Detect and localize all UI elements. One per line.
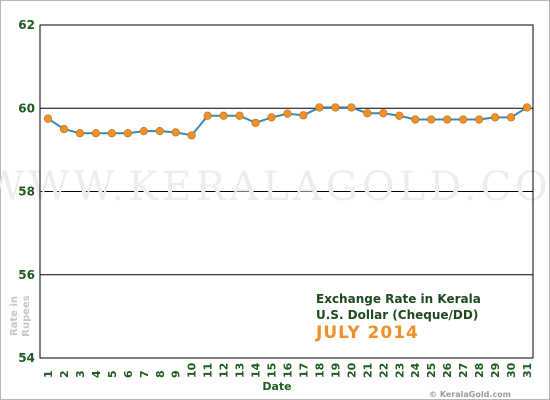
x-tick-label: 27 <box>457 363 470 378</box>
y-tick-label: 58 <box>18 185 35 199</box>
data-point <box>490 113 500 122</box>
data-point <box>283 109 292 118</box>
data-point <box>203 111 212 120</box>
x-tick-label: 7 <box>138 370 151 378</box>
x-tick-label: 18 <box>313 363 326 378</box>
data-point <box>506 113 516 122</box>
y-axis-label-line1: Rate in <box>9 296 20 336</box>
x-tick-label: 4 <box>90 370 103 378</box>
x-tick-label: 17 <box>297 363 310 378</box>
x-tick-label: 30 <box>505 362 518 378</box>
x-tick-label: 21 <box>361 363 374 378</box>
data-point <box>235 111 244 120</box>
x-tick-label: 3 <box>74 370 87 378</box>
data-point <box>522 103 532 112</box>
data-point <box>267 113 276 122</box>
data-point <box>171 128 180 137</box>
x-tick-label: 9 <box>170 370 183 378</box>
x-tick-label: 15 <box>266 363 279 378</box>
x-tick-label: 28 <box>473 363 486 378</box>
credit-text: © KeralaGold.com <box>429 390 511 399</box>
data-point <box>219 111 228 120</box>
x-axis-label: Date <box>262 380 291 393</box>
x-tick-label: 8 <box>154 370 167 378</box>
x-tick-label: 2 <box>58 370 71 378</box>
x-tick-label: 1 <box>42 370 55 378</box>
x-tick-label: 20 <box>345 362 358 378</box>
x-tick-label: 31 <box>521 363 534 378</box>
data-point <box>299 111 308 120</box>
y-axis-label-line2: Rupees <box>21 295 32 337</box>
x-tick-label: 25 <box>425 363 438 378</box>
data-point <box>363 109 372 118</box>
plot-area <box>39 24 534 359</box>
data-point <box>123 129 132 138</box>
x-tick-label: 10 <box>186 362 199 378</box>
data-point <box>139 127 148 136</box>
x-tick-label: 19 <box>329 363 342 378</box>
x-tick-label: 14 <box>250 362 263 378</box>
data-point <box>395 111 404 120</box>
data-point <box>251 118 260 127</box>
data-point <box>155 127 164 136</box>
x-tick-label: 12 <box>218 363 231 378</box>
x-tick-label: 23 <box>393 363 406 378</box>
x-axis-ticks: 1 2 3 4 5 6 7 8 9 10 11 12 13 14 15 16 17 18 19 20 21 22 23 24 2… <box>42 362 534 378</box>
data-point <box>187 131 196 140</box>
series-markers <box>43 103 532 140</box>
watermark: WWW.KERALAGOLD.COM <box>0 164 550 210</box>
x-tick-label: 16 <box>282 362 295 378</box>
data-point <box>443 115 452 124</box>
data-point <box>475 115 484 124</box>
x-tick-label: 13 <box>234 363 247 378</box>
chart-period: JULY 2014 <box>315 323 419 343</box>
x-tick-label: 11 <box>202 363 215 378</box>
data-point <box>427 115 436 124</box>
data-point <box>347 103 356 112</box>
y-tick-label: 54 <box>18 351 35 365</box>
data-point <box>411 115 420 124</box>
data-point <box>379 109 388 118</box>
y-tick-label: 62 <box>18 18 35 32</box>
data-point <box>331 103 340 112</box>
data-point <box>59 124 69 134</box>
y-tick-label: 56 <box>18 268 35 282</box>
data-point <box>107 129 116 138</box>
y-axis-ticks: 54 56 58 60 62 <box>18 18 35 365</box>
x-tick-label: 26 <box>441 362 454 378</box>
data-point <box>75 129 85 138</box>
data-point <box>43 114 53 123</box>
x-tick-label: 22 <box>377 363 390 378</box>
data-point <box>315 103 324 112</box>
data-point <box>459 115 468 124</box>
grid-layer <box>40 107 533 276</box>
x-tick-label: 29 <box>489 363 502 378</box>
x-tick-label: 24 <box>409 362 422 378</box>
chart-title: Exchange Rate in Kerala <box>316 292 481 306</box>
data-point <box>91 129 100 138</box>
chart-subtitle: U.S. Dollar (Cheque/DD) <box>316 308 478 322</box>
x-tick-label: 6 <box>122 370 135 378</box>
y-tick-label: 60 <box>18 101 35 115</box>
x-tick-label: 5 <box>106 370 119 378</box>
